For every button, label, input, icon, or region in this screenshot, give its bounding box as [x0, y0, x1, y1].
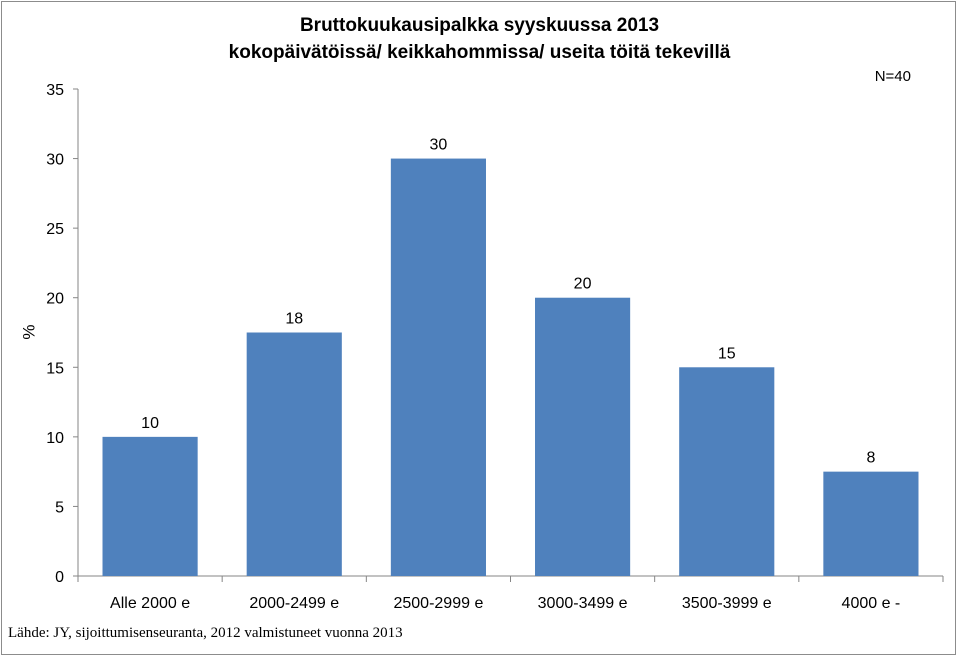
chart-title: Bruttokuukausipalkka syyskuussa 2013: [299, 15, 660, 36]
sample-size-note: N=40: [874, 68, 911, 85]
chart-subtitle: kokopäivätöissä/ keikkahommissa/ useita …: [228, 42, 731, 63]
data-label: 15: [718, 345, 736, 362]
bar: [823, 471, 919, 576]
y-tick-label: 20: [46, 291, 64, 308]
data-label: 20: [574, 276, 592, 293]
x-tick-label: 2500-2999 e: [393, 595, 483, 612]
bar: [246, 332, 342, 576]
data-label: 10: [141, 415, 159, 432]
x-tick-label: 2000-2499 e: [249, 595, 339, 612]
data-label: 30: [430, 137, 448, 154]
source-note: Lähde: JY, sijoittumisenseuranta, 2012 v…: [8, 625, 403, 641]
bar: [535, 297, 631, 576]
y-tick-label: 35: [46, 82, 64, 99]
y-tick-label: 30: [46, 152, 64, 169]
bar: [679, 367, 775, 576]
y-tick-label: 5: [55, 499, 64, 516]
y-tick-label: 15: [46, 360, 64, 377]
x-tick-label: 3500-3999 e: [682, 595, 772, 612]
x-tick-label: Alle 2000 e: [110, 595, 190, 612]
bar: [102, 436, 198, 576]
bar: [390, 158, 486, 577]
data-label: 8: [866, 450, 875, 467]
y-tick-label: 25: [46, 221, 64, 238]
x-tick-label: 3000-3499 e: [538, 595, 628, 612]
x-tick-label: 4000 e -: [842, 595, 901, 612]
data-label: 18: [285, 311, 303, 328]
y-tick-label: 10: [46, 430, 64, 447]
y-tick-label: 0: [55, 569, 64, 586]
